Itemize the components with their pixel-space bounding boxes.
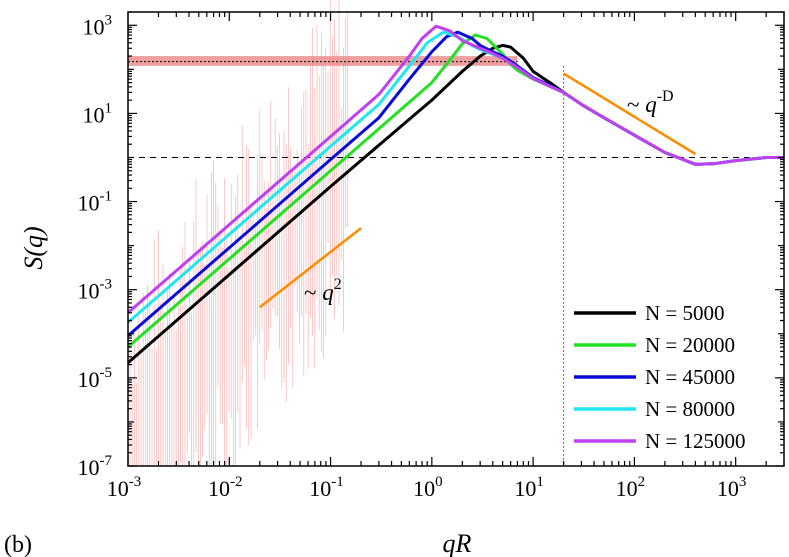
y-tick-label: 10-3 [78,277,113,304]
x-tick-label: 10-2 [208,474,243,501]
x-tick-label: 100 [413,474,443,501]
y-tick-label: 10-5 [78,365,113,392]
y-tick-label-exp: -3 [100,277,113,293]
legend-label-1: N = 20000 [645,333,735,357]
y-tick-label-base: 10 [83,14,105,39]
y-tick-label-base: 10 [78,367,100,392]
x-tick-label-base: 10 [413,476,435,501]
slope-annotation-qD: ~ q-D [627,88,674,117]
x-tick-label-exp: -1 [331,474,344,490]
panel-label: (b) [4,532,32,557]
x-tick-label-exp: -2 [230,474,243,490]
x-tick-label-base: 10 [309,476,331,501]
x-tick-label: 10-3 [107,474,142,501]
y-tick-label-exp: 1 [105,100,113,116]
y-tick-label-exp: -1 [100,189,113,205]
x-tick-label-exp: 0 [435,474,443,490]
y-tick-label: 103 [83,12,113,39]
x-tick-label: 10-1 [309,474,344,501]
x-axis-title: qR [443,529,472,557]
x-tick-labels: 10-3 10-2 10-1 100 101 102 103 [107,474,747,501]
reference-lines [128,65,784,466]
x-tick-label-base: 10 [717,476,739,501]
x-tick-label: 102 [616,474,646,501]
slope-annotation-q2-exp: 2 [334,276,342,293]
y-tick-label-exp: -5 [100,365,113,381]
legend-label-4: N = 125000 [645,429,746,453]
x-tick-label-base: 10 [616,476,638,501]
x-tick-label-exp: -3 [129,474,142,490]
x-tick-label-exp: 2 [638,474,646,490]
error-bars [129,0,349,466]
y-tick-label: 10-7 [78,453,113,480]
axis-ticks [127,11,785,467]
y-tick-label-base: 10 [78,455,100,480]
slope-guide-0 [258,227,362,309]
y-axis-title: S(q) [19,226,48,269]
slope-annotation-qD-exp: -D [657,88,674,105]
slope-guides [258,72,697,309]
x-tick-label-base: 10 [208,476,230,501]
y-tick-label-base: 10 [83,102,105,127]
slope-annotation-q2: ~ q2 [304,276,342,305]
y-tick-label-exp: -7 [100,453,113,469]
x-tick-label: 103 [717,474,747,501]
y-tick-label: 10-1 [78,189,113,216]
reference-band [128,56,518,66]
x-tick-label: 101 [514,474,544,501]
legend-label-3: N = 80000 [645,397,735,421]
x-tick-label-base: 10 [514,476,536,501]
x-tick-label-exp: 1 [536,474,544,490]
slope-annotation-q2-var: q [322,280,334,305]
y-tick-label: 101 [83,100,113,127]
series-line-4 [127,24,784,314]
plot-frame [127,11,785,467]
band-fill [128,56,518,66]
slope-annotation-q2-prefix: ~ [304,280,322,305]
y-tick-label-base: 10 [78,279,100,304]
x-tick-label-exp: 3 [739,474,747,490]
legend: N = 5000 N = 20000 N = 45000 N = 80000 N = 1… [574,301,746,453]
x-tick-label-base: 10 [107,476,129,501]
y-tick-label-base: 10 [78,191,100,216]
slope-annotation-qD-var: q [645,92,657,117]
series-lines [127,24,784,364]
slope-guide-1 [562,72,697,156]
y-tick-label-exp: 3 [105,12,113,28]
legend-label-2: N = 45000 [645,365,735,389]
slope-annotation-qD-prefix: ~ [627,92,645,117]
legend-label-0: N = 5000 [645,301,725,325]
